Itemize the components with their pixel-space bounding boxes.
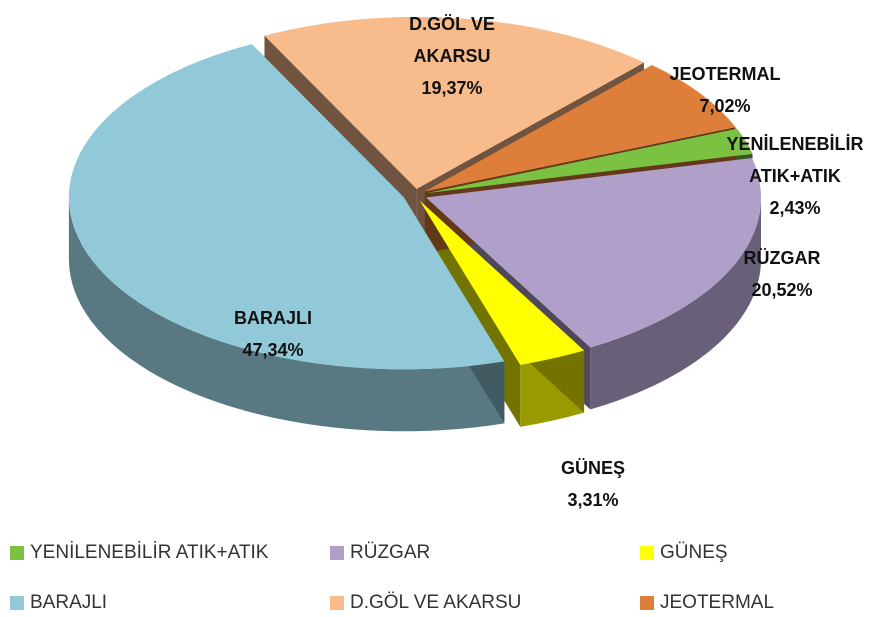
legend-label: JEOTERMAL <box>660 592 775 613</box>
slice <box>424 65 736 192</box>
label-value: 7,02% <box>699 96 751 116</box>
legend-item: JEOTERMAL <box>640 590 774 616</box>
slice <box>426 128 753 194</box>
legend-swatch <box>10 546 24 560</box>
label-value: 19,37% <box>421 78 483 98</box>
legend-swatch <box>640 546 654 560</box>
label-value: 2,43% <box>769 198 821 218</box>
legend-item: BARAJLI <box>10 590 107 616</box>
slice-side <box>68 197 505 432</box>
legend-label: YENİLENEBİLİR ATIK+ATIK <box>30 542 269 563</box>
label-name: JEOTERMAL <box>669 64 781 84</box>
label-name: BARAJLI <box>233 308 312 328</box>
legend-swatch <box>330 596 344 610</box>
legend-swatch <box>330 546 344 560</box>
legend-label: RÜZGAR <box>350 542 431 563</box>
label-value: 3,31% <box>567 490 619 510</box>
data-label: D.GÖL VE AKARSU 19,37% <box>392 8 512 104</box>
legend-label: D.GÖL VE AKARSU <box>350 592 522 613</box>
data-label: JEOTERMAL 7,02% <box>650 58 800 122</box>
slice <box>425 158 761 348</box>
legend-item: RÜZGAR <box>330 540 430 566</box>
pie-area <box>68 16 761 432</box>
legend-swatch <box>640 596 654 610</box>
legend-item: GÜNEŞ <box>640 540 728 566</box>
slice <box>264 16 644 189</box>
legend-item: D.GÖL VE AKARSU <box>330 590 521 616</box>
label-value: 20,52% <box>751 280 813 300</box>
slice <box>419 200 585 365</box>
legend-swatch <box>10 596 24 610</box>
data-label: RÜZGAR 20,52% <box>727 242 837 306</box>
data-label: BARAJLI 47,34% <box>208 302 338 366</box>
data-label: GÜNEŞ 3,31% <box>538 452 648 516</box>
label-name: RÜZGAR <box>743 248 821 268</box>
slice-side <box>590 197 761 410</box>
label-name: GÜNEŞ <box>560 458 625 478</box>
legend-label: BARAJLI <box>30 592 108 613</box>
legend-label: GÜNEŞ <box>660 542 728 563</box>
legend-item: YENİLENEBİLİR ATIK+ATIK <box>10 540 268 566</box>
data-label: YENİLENEBİLİR ATIK+ATIK 2,43% <box>710 128 877 224</box>
slice <box>68 44 505 370</box>
label-value: 47,34% <box>242 340 304 360</box>
label-name: D.GÖL VE AKARSU <box>409 14 495 66</box>
label-name: YENİLENEBİLİR ATIK+ATIK <box>726 134 864 186</box>
